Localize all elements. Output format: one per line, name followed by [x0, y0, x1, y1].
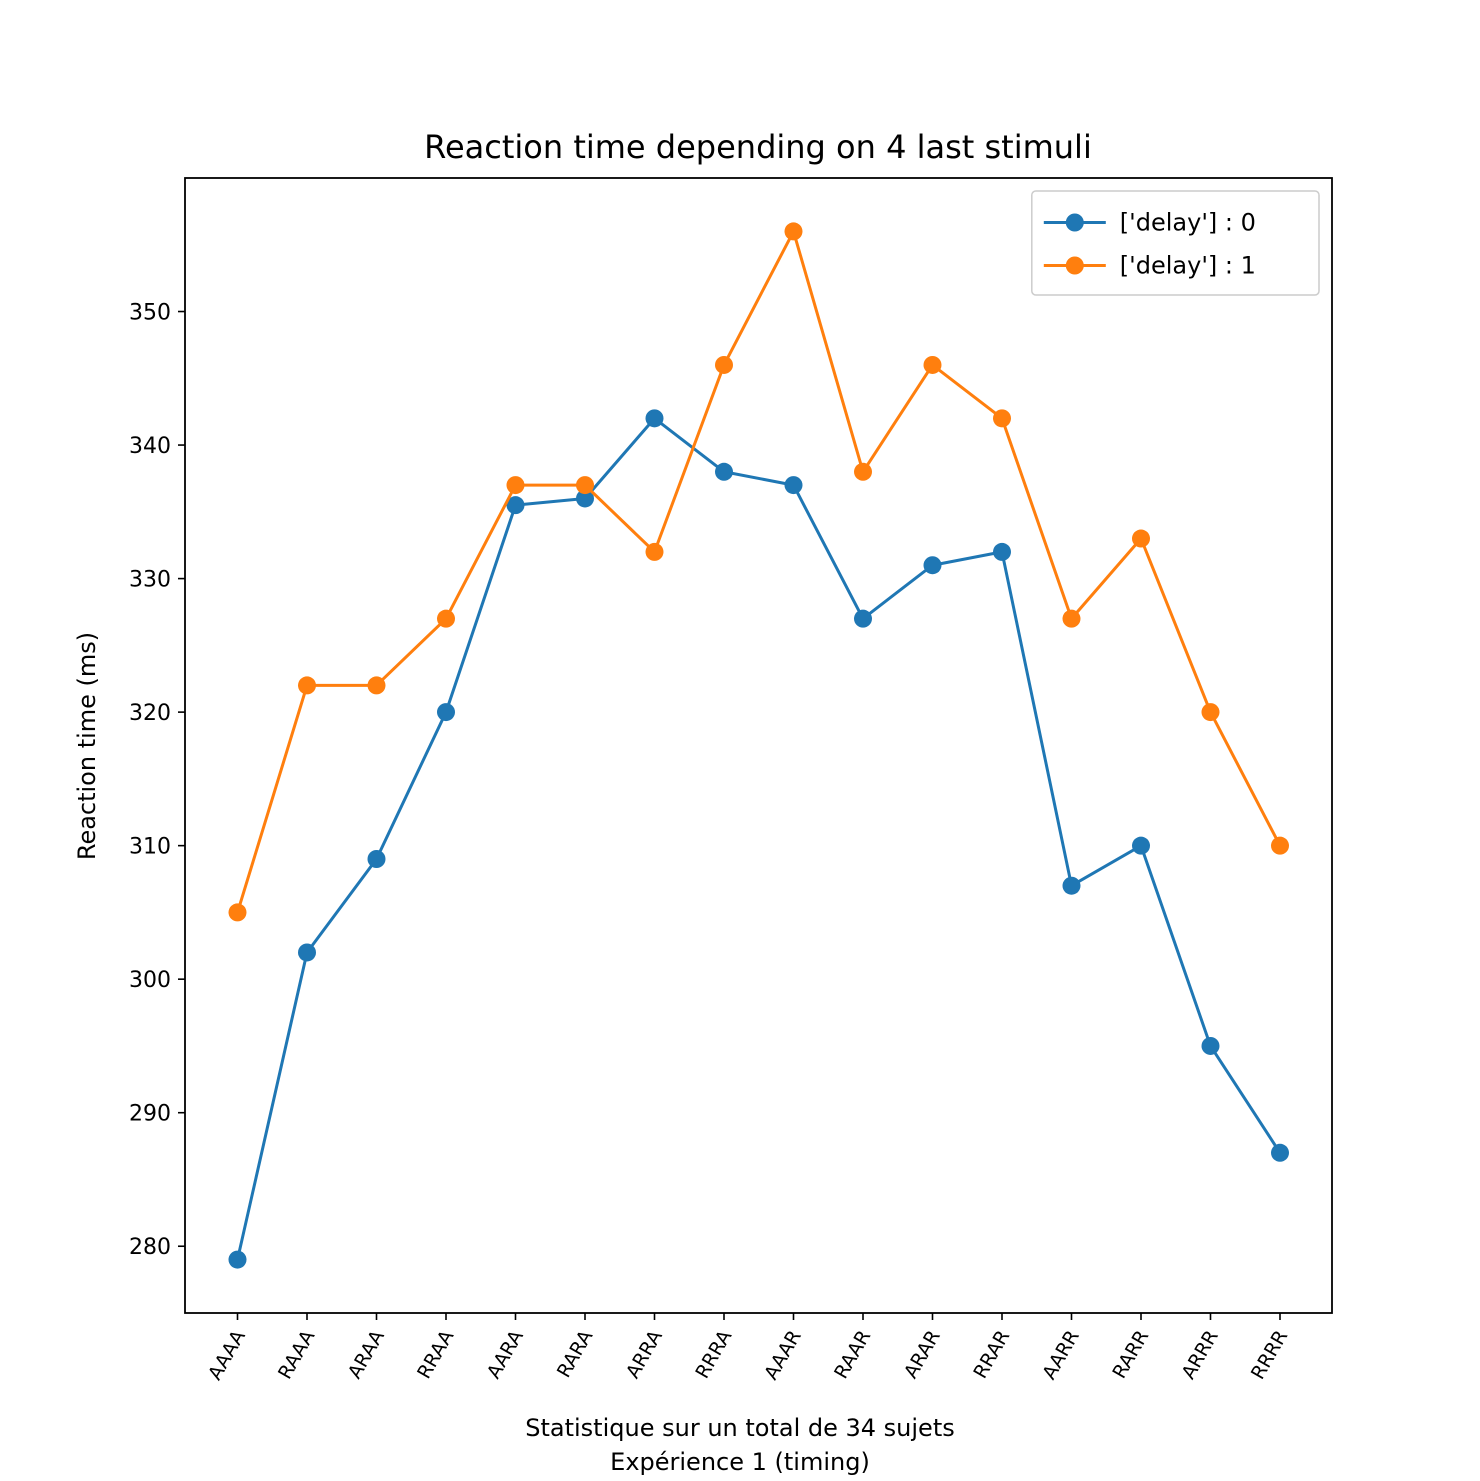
series-0-line [236, 416, 1282, 1260]
series-0-point [367, 850, 386, 868]
series-1-point [506, 476, 525, 495]
chart-title: Reaction time depending on 4 last stimul… [424, 128, 1092, 166]
series-layer [228, 222, 1289, 1269]
series-0-point [1271, 1143, 1289, 1162]
series-0-point [1132, 836, 1150, 855]
legend-swatch-marker [1065, 256, 1084, 275]
series-1-point [367, 676, 386, 695]
series-0-point [1201, 1036, 1220, 1055]
series-1-point [437, 609, 455, 628]
legend-swatch-marker [1065, 213, 1084, 232]
series-1-point [854, 462, 872, 481]
series-1-point [228, 903, 247, 922]
y-axis: 280 290 300 310 320 330 340 350 [129, 301, 185, 1260]
series-1-point [1062, 609, 1081, 628]
y-tick-label: 340 [129, 434, 171, 459]
series-0-point [1062, 876, 1081, 895]
legend-box [1031, 190, 1320, 296]
x-axis-label-line-1: Statistique sur un total de 34 sujets [525, 1414, 954, 1442]
series-0-point [784, 476, 803, 495]
y-axis-label: Reaction time (ms) [73, 632, 101, 860]
series-1-point [923, 355, 942, 374]
y-tick-label: 350 [129, 301, 171, 326]
series-0-point [228, 1250, 247, 1269]
legend-label: ['delay'] : 0 [1120, 209, 1256, 237]
series-1-point [715, 355, 733, 374]
y-tick-label: 300 [129, 968, 171, 993]
y-tick-label: 280 [129, 1235, 171, 1260]
series-0-point [298, 943, 316, 962]
plot-frame [184, 177, 1333, 1314]
y-tick-label: 290 [129, 1102, 171, 1127]
series-1-point [993, 409, 1011, 428]
series-1-point [1201, 703, 1220, 722]
legend: ['delay'] : 0 ['delay'] : 1 [1031, 190, 1320, 296]
series-0-point [923, 556, 942, 575]
series-1-line [236, 229, 1282, 913]
y-tick-label: 320 [129, 701, 171, 726]
series-0-point [506, 496, 525, 515]
x-axis-label-line-2: Expérience 1 (timing) [610, 1448, 870, 1476]
series-1-point [784, 222, 803, 241]
series-1-point [1271, 836, 1289, 855]
series-1-point [1132, 529, 1150, 548]
series-1-point [298, 676, 316, 695]
series-0-point [993, 542, 1011, 561]
series-1-point [576, 476, 594, 495]
legend-label: ['delay'] : 1 [1120, 252, 1256, 280]
y-tick-label: 310 [129, 835, 171, 860]
series-0-point [576, 489, 594, 508]
series-0-point [854, 609, 872, 628]
series-1-point [645, 542, 664, 561]
series-0-point [715, 462, 733, 481]
series-0-point [437, 703, 455, 722]
series-0-point [645, 409, 664, 428]
y-tick-label: 330 [129, 568, 171, 593]
